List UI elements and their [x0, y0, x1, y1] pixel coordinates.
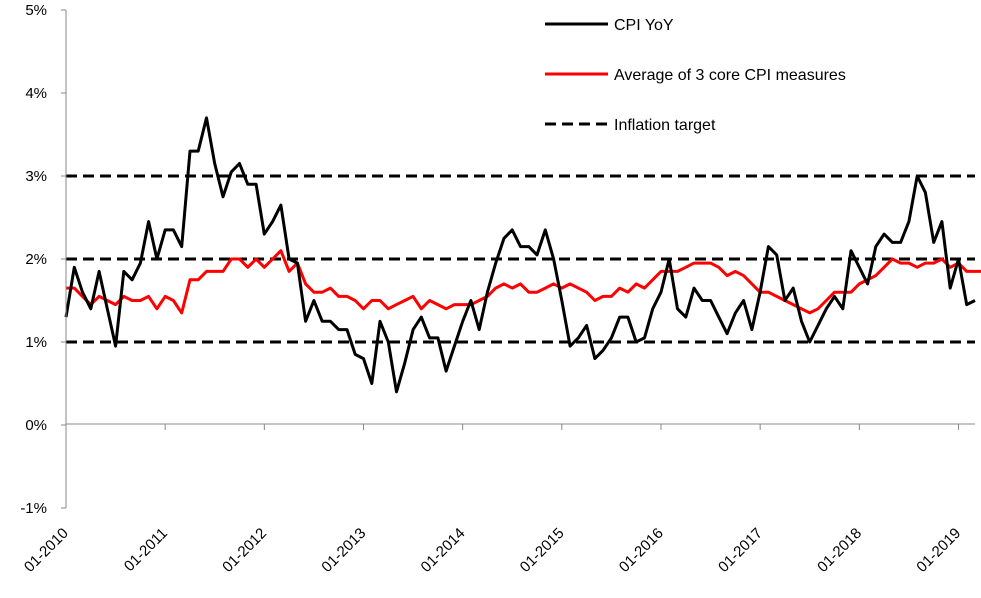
- x-tick-label: 01-2019: [913, 525, 964, 576]
- x-axis-ticks: 01-2010 01-2011 01-2012 01-2013 01-2014 01-20…: [21, 424, 964, 576]
- x-tick-label: 01-2016: [616, 525, 667, 576]
- inflation-target-lines: [66, 174, 975, 344]
- x-tick-label: 01-2010: [21, 525, 72, 576]
- y-tick-label: 1%: [25, 334, 47, 351]
- y-tick-label: 4%: [25, 85, 47, 102]
- x-tick-label: 01-2013: [318, 525, 369, 576]
- x-tick-label: 01-2017: [715, 525, 766, 576]
- x-tick-label: 01-2011: [121, 525, 171, 575]
- y-tick-label: 3%: [25, 168, 47, 185]
- legend-label: Inflation target: [614, 117, 716, 134]
- series-lines: [64, 116, 981, 394]
- legend-label: Average of 3 core CPI measures: [614, 67, 846, 84]
- average-of-3-core-cpi-measures-line: [66, 249, 981, 315]
- y-tick-label: 5%: [25, 2, 47, 19]
- legend: CPI YoY Average of 3 core CPI measures Inf…: [545, 17, 846, 134]
- y-tick-label: 2%: [25, 251, 47, 268]
- y-tick-label: -1%: [20, 500, 47, 517]
- x-tick-label: 01-2015: [517, 525, 568, 576]
- x-tick-label: 01-2012: [219, 525, 270, 576]
- x-tick-label: 01-2014: [418, 525, 469, 576]
- legend-label: CPI YoY: [614, 17, 674, 34]
- cpi-yoy-line: [64, 116, 976, 394]
- x-tick-label: 01-2018: [814, 525, 865, 576]
- plot-area: [64, 116, 981, 394]
- y-tick-label: 0%: [25, 417, 47, 434]
- y-axis-ticks: -1% 0% 1% 2% 3% 4% 5%: [20, 2, 66, 517]
- axes: -1%0%1%2%3%4%5% 01-2010 01-2011 01-2012 01-…: [20, 2, 975, 576]
